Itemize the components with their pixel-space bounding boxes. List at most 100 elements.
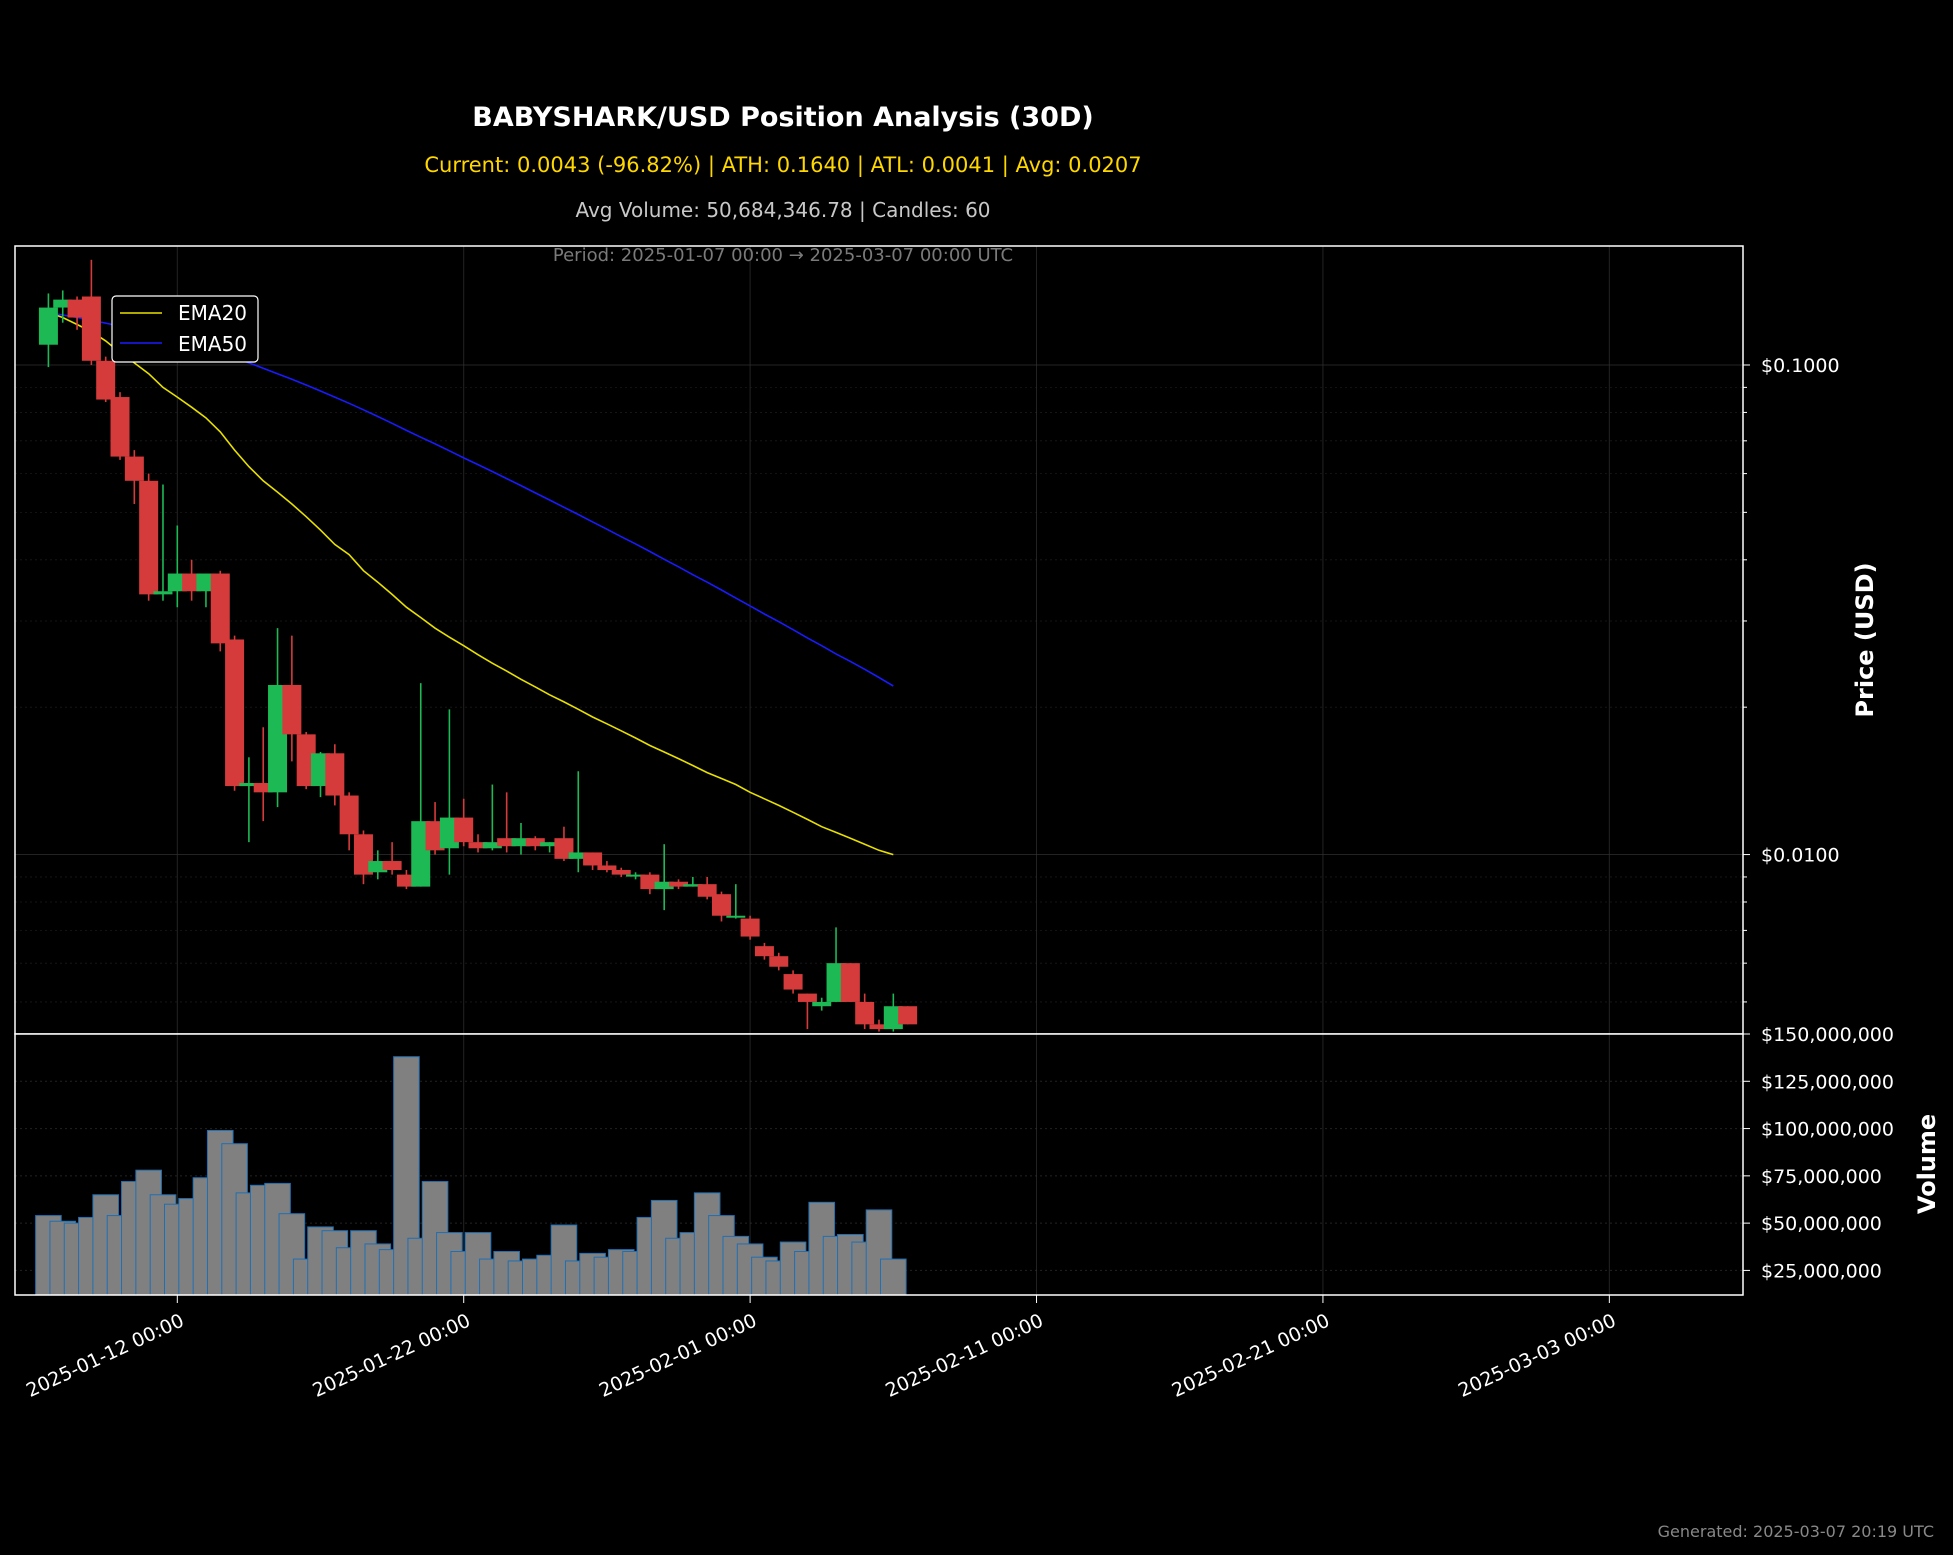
legend-ema50-label: EMA50 [178,332,247,356]
candle-body [654,881,674,890]
candle [883,993,903,1032]
candle [311,751,331,798]
candle-body [826,963,846,1002]
candle [439,709,459,875]
candle [640,872,660,895]
candle [697,876,717,900]
candle [540,842,560,853]
candle [626,872,646,880]
candle [454,798,474,847]
candle-body [540,842,560,847]
volume-tick-label: $125,000,000 [1761,1071,1894,1093]
candle [583,852,603,870]
legend: EMA20 EMA50 [111,295,259,363]
candle-body [840,963,860,1002]
volume-bar [880,1258,907,1296]
candle [268,628,288,808]
candle [726,884,746,919]
candle-body [754,946,774,957]
candle-body [812,1001,832,1007]
volume-axis-title: Volume [1913,1114,1941,1214]
candle [611,867,631,877]
candle [253,727,273,822]
volume-tick-label: $75,000,000 [1761,1166,1882,1188]
price-tick-label: $0.0100 [1761,845,1840,867]
stats-line: Current: 0.0043 (-96.82%) | ATH: 0.1640 … [424,153,1141,178]
candle-body [368,861,388,873]
candle-body [626,874,646,877]
candle-body [683,884,703,887]
candle-body [611,869,631,875]
price-axis-title: Price (USD) [1851,562,1879,717]
candle [124,450,144,505]
candle [683,876,703,887]
candle-body [110,397,130,457]
candle [869,1019,889,1032]
chart-title: BABYSHARK/USD Position Analysis (30D) [472,102,1093,133]
candle [411,683,431,887]
candle-body [568,852,588,859]
candle-body [726,915,746,918]
candle-body [769,956,789,967]
candle [826,927,846,1002]
candle [339,792,359,851]
candle-body [783,974,803,990]
volume-gridlines [15,1033,1750,1295]
candle [654,844,674,911]
price-gridlines [15,246,1750,1034]
candle [81,259,101,365]
candle-body [640,874,660,890]
candle [153,484,173,601]
price-panel-background [15,246,1743,1034]
candle-body [282,684,302,735]
candle [554,826,574,862]
candle-body [268,684,288,793]
candle [325,744,345,806]
candle-body [411,821,431,887]
candle-body [711,894,731,916]
candle [368,850,388,880]
candle [382,842,402,875]
candle [139,473,159,601]
candle-body [869,1024,889,1030]
candle [425,802,445,855]
candle [597,861,617,873]
candle-body [525,838,545,847]
candle-body [239,783,259,787]
candle [754,942,774,960]
candle-body [669,881,689,887]
candle-body [439,817,459,849]
candle [711,891,731,922]
candle [898,1006,918,1025]
candle [396,869,416,890]
candle [783,970,803,994]
candle [568,771,588,873]
candle-body [253,783,273,793]
candle [296,731,316,790]
candle-body [382,861,402,870]
candle [196,573,216,608]
period-label: Period: 2025-01-07 00:00 → 2025-03-07 00… [553,245,1013,266]
candle-body [210,573,230,644]
candle-body [898,1006,918,1025]
candle-body [38,307,58,345]
candle-body [325,753,345,796]
candle [110,392,130,460]
candle-body [225,639,245,787]
candlesticks [38,259,918,1032]
candle-body [311,753,331,787]
candle [167,525,187,608]
candle [525,836,545,851]
candle-body [167,573,187,592]
volume-tick-label: $150,000,000 [1761,1024,1894,1046]
candle-body [883,1006,903,1030]
candle-body [53,299,73,308]
candle-body [468,842,488,849]
candle [482,784,502,851]
candle [511,822,531,855]
candle-body [497,838,517,847]
ema20-line [48,311,894,856]
candle [210,570,230,652]
candle-body [182,573,202,592]
